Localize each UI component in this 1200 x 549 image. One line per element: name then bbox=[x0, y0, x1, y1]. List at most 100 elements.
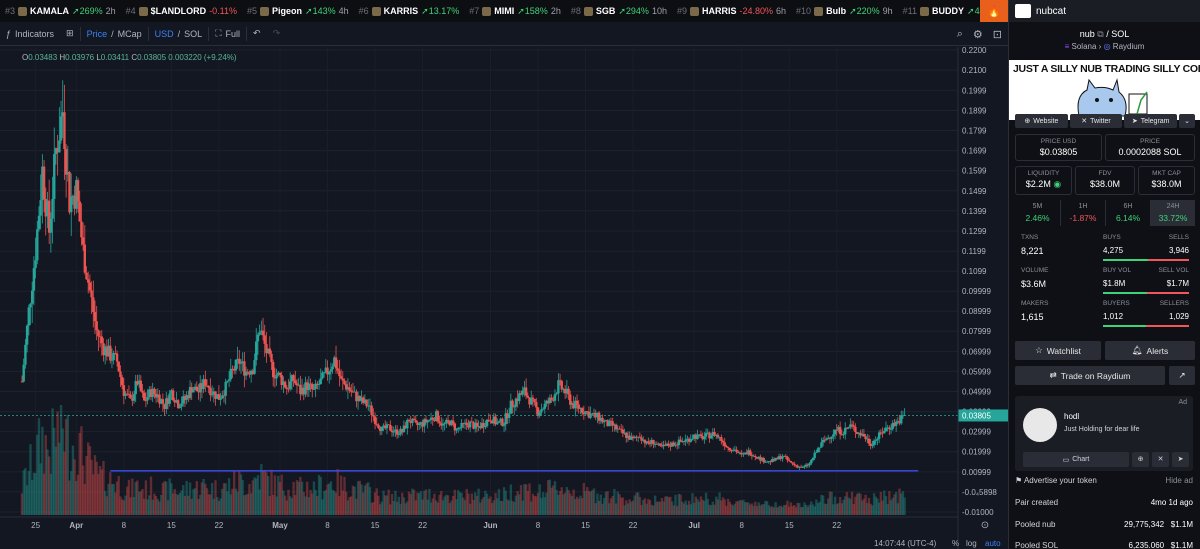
ticker-item[interactable]: #5 Pigeon ➚143% 4h bbox=[242, 6, 354, 17]
auto-toggle[interactable]: auto bbox=[985, 539, 1001, 548]
layout-icon[interactable]: ⊞ bbox=[66, 28, 74, 38]
website-link[interactable]: ⊕ Website bbox=[1015, 114, 1068, 128]
watchlist-button[interactable]: ☆ Watchlist bbox=[1015, 341, 1101, 360]
candle-body bbox=[134, 381, 137, 395]
redo-icon[interactable]: ↷ bbox=[272, 28, 281, 38]
volume-bar bbox=[389, 504, 392, 515]
percent-toggle[interactable]: % bbox=[952, 539, 960, 548]
price-chart[interactable]: 0.2200 0.2100 0.1999 0.1899 0.1799 0.1699 0.15… bbox=[0, 46, 1008, 549]
ticker-item[interactable]: #7 MIMI ➚158% 2h bbox=[464, 6, 566, 17]
telegram-link[interactable]: ➤ Telegram bbox=[1124, 114, 1178, 128]
volume-bar bbox=[799, 507, 803, 515]
candle-body bbox=[518, 393, 521, 402]
candle-body bbox=[881, 432, 884, 434]
ticker-item[interactable]: #6 KARRIS ➚13.17% bbox=[354, 6, 465, 17]
volume-bar bbox=[691, 493, 694, 515]
alerts-button[interactable]: 🔔︎ Alerts bbox=[1105, 341, 1195, 360]
candle-body bbox=[53, 154, 56, 199]
ad-telegram-icon[interactable]: ➤ bbox=[1172, 452, 1189, 467]
candle-body bbox=[212, 391, 216, 395]
volume-bar bbox=[419, 491, 423, 515]
candle-body bbox=[126, 393, 129, 395]
undo-icon[interactable]: ↶ bbox=[253, 28, 261, 38]
volume-bar bbox=[611, 496, 614, 515]
volume-bar bbox=[159, 494, 163, 515]
fire-icon[interactable]: 🔥 bbox=[980, 0, 1008, 22]
candle-body bbox=[784, 456, 788, 457]
volume-bar bbox=[642, 499, 645, 515]
ticker-item[interactable]: #4 $LANDLORD -0.11% bbox=[121, 6, 242, 16]
ad-website-icon[interactable]: ⊕ bbox=[1132, 452, 1149, 467]
candle-body bbox=[148, 389, 151, 398]
ad-x-icon[interactable]: ✕ bbox=[1152, 452, 1169, 467]
volume-bar bbox=[197, 498, 200, 515]
volume-bar bbox=[531, 493, 535, 515]
ad-chart-button[interactable]: ▭ Chart bbox=[1023, 452, 1129, 467]
volume-bar bbox=[557, 495, 560, 515]
zoom-icon[interactable]: ⌕ bbox=[956, 27, 963, 40]
candle-body bbox=[747, 450, 750, 455]
log-toggle[interactable]: log bbox=[966, 539, 977, 548]
price-option[interactable]: Price bbox=[86, 28, 108, 39]
chain-link[interactable]: Solana bbox=[1071, 42, 1097, 51]
reset-scale-icon[interactable]: ⊙ bbox=[981, 520, 989, 531]
candle-body bbox=[781, 456, 784, 459]
candle-body bbox=[36, 229, 39, 261]
dex-link[interactable]: Raydium bbox=[1112, 42, 1145, 51]
volume-bar bbox=[378, 504, 382, 515]
volume-bar bbox=[891, 497, 894, 515]
mcap-option[interactable]: MCap bbox=[117, 28, 142, 39]
period-tab-6h[interactable]: 6H 6.14% bbox=[1105, 200, 1150, 226]
ticker-item[interactable]: #8 SGB ➚294% 10h bbox=[566, 6, 672, 17]
volume-bar bbox=[54, 446, 58, 515]
sol-option[interactable]: SOL bbox=[184, 28, 203, 39]
buyers-value: 1,012 bbox=[1103, 312, 1124, 321]
advertise-link[interactable]: ⚑ Advertise your token bbox=[1015, 476, 1097, 485]
volume-bar bbox=[110, 484, 114, 515]
candle-body bbox=[166, 398, 170, 404]
volume-bar bbox=[411, 488, 414, 515]
volume-bar bbox=[528, 483, 531, 515]
volume-bar bbox=[294, 495, 297, 515]
more-links-button[interactable]: ⌄ bbox=[1179, 114, 1196, 128]
hide-ad-link[interactable]: Hide ad bbox=[1165, 476, 1193, 485]
settings-icon[interactable]: ⚙ bbox=[972, 28, 983, 41]
candle-body bbox=[574, 400, 577, 409]
currency-toggle[interactable]: USD / SOL bbox=[154, 28, 203, 39]
candle-body bbox=[866, 438, 869, 440]
ad-card[interactable]: Ad hodl Just Holding for dear life ▭ Char… bbox=[1015, 396, 1193, 471]
period-tab-24h[interactable]: 24H 33.72% bbox=[1150, 200, 1195, 226]
candle-body bbox=[467, 424, 470, 428]
usd-option[interactable]: USD bbox=[154, 28, 174, 39]
volume-bar bbox=[725, 505, 728, 515]
full-button[interactable]: ⛶ Full bbox=[215, 28, 241, 39]
ticker-item[interactable]: #9 HARRIS -24.80% 6h bbox=[672, 6, 791, 16]
indicators-button[interactable]: ƒ Indicators bbox=[6, 28, 55, 39]
candle-body bbox=[725, 446, 728, 448]
ticker-rank: #8 bbox=[570, 6, 581, 16]
camera-icon[interactable]: ⊡ bbox=[992, 28, 1002, 41]
price-mcap-toggle[interactable]: Price / MCap bbox=[86, 28, 142, 39]
volume-bar bbox=[127, 479, 131, 515]
period-tab-5m[interactable]: 5M 2.46% bbox=[1025, 203, 1050, 223]
candle-body bbox=[472, 422, 475, 429]
volume-bar bbox=[34, 473, 37, 515]
volume-bar bbox=[202, 478, 205, 515]
trade-button[interactable]: ⇄ Trade on Raydium bbox=[1015, 366, 1165, 385]
ticker-item[interactable]: #3 KAMALA ➚269% 2h bbox=[0, 6, 121, 17]
candle-body bbox=[657, 443, 660, 445]
twitter-link[interactable]: ✕ Twitter bbox=[1069, 114, 1123, 128]
candle-body bbox=[511, 400, 514, 407]
candle-body bbox=[614, 424, 618, 430]
candle-body bbox=[290, 375, 294, 382]
volume-bar bbox=[365, 483, 368, 515]
candle-body bbox=[302, 387, 305, 395]
chart-canvas[interactable]: 0.2200 0.2100 0.1999 0.1899 0.1799 0.1699 0.15… bbox=[0, 46, 1008, 549]
candle-body bbox=[159, 399, 163, 404]
ticker-item[interactable]: #10 Bulb ➚220% 9h bbox=[791, 6, 898, 17]
volume-bar bbox=[241, 479, 244, 515]
external-link-icon[interactable]: ↗ bbox=[1169, 366, 1195, 385]
copy-icon[interactable]: ⧉ bbox=[1097, 29, 1104, 39]
period-tab-1h[interactable]: 1H -1.87% bbox=[1060, 200, 1105, 226]
candle-body bbox=[771, 459, 774, 463]
